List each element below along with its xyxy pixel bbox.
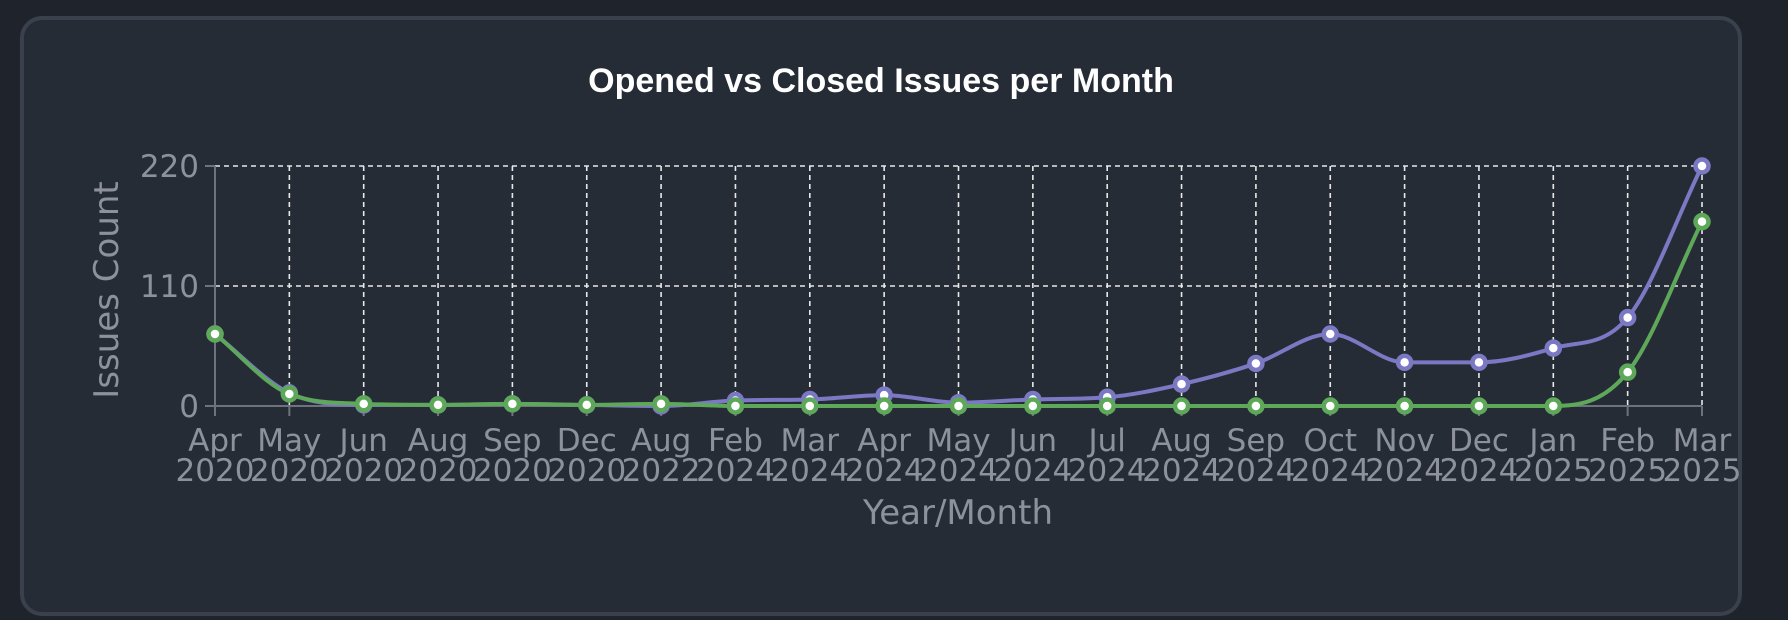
series-2-point bbox=[280, 385, 299, 403]
series-2-point bbox=[875, 397, 893, 415]
series-2-point bbox=[1024, 397, 1042, 415]
x-tick-label: Aug 2020 bbox=[399, 423, 478, 489]
x-tick-label: Mar 2024 bbox=[770, 423, 849, 489]
x-tick-label: Apr 2020 bbox=[176, 423, 255, 489]
x-tick-label: Feb 2025 bbox=[1588, 423, 1667, 489]
series-2-point bbox=[206, 325, 224, 343]
series-2-point bbox=[801, 397, 819, 415]
grid-lines bbox=[215, 165, 1703, 406]
x-tick-label: May 2020 bbox=[250, 423, 329, 489]
series-points bbox=[206, 157, 1711, 415]
series-2-point bbox=[578, 396, 596, 414]
series-2-point bbox=[949, 397, 968, 415]
x-tick-label: Aug 2022 bbox=[622, 423, 701, 489]
x-tick-label: Dec 2024 bbox=[1439, 423, 1518, 489]
x-axis-title: Year/Month bbox=[862, 493, 1053, 533]
chart-card: Opened vs Closed Issues per Month bbox=[20, 16, 1742, 616]
series-1-point bbox=[1247, 354, 1265, 373]
series-2-point bbox=[652, 395, 670, 413]
series-2-point bbox=[1247, 397, 1265, 415]
y-axis-title: Issues Count bbox=[87, 181, 127, 398]
chart-title: Opened vs Closed Issues per Month bbox=[588, 62, 1174, 100]
series-2-point bbox=[1321, 397, 1339, 415]
x-tick-label: Dec 2020 bbox=[547, 423, 626, 489]
y-tick-label: 220 bbox=[140, 149, 199, 185]
x-tick-label: Aug 2024 bbox=[1142, 423, 1221, 489]
series-2-point bbox=[1098, 397, 1116, 415]
series-2-point bbox=[429, 396, 447, 414]
series-2-point bbox=[1693, 212, 1711, 231]
x-tick-label: Feb 2024 bbox=[696, 423, 775, 489]
series-1-point bbox=[1618, 308, 1637, 327]
series-2-point bbox=[726, 397, 745, 415]
x-tick-label: Mar 2025 bbox=[1663, 423, 1742, 489]
x-tick-label: Sep 2024 bbox=[1216, 423, 1295, 489]
series-1-point bbox=[1172, 375, 1191, 393]
series-1-point bbox=[1693, 157, 1711, 175]
x-tick-label: Apr 2024 bbox=[845, 423, 924, 489]
series-2-point bbox=[1172, 397, 1191, 415]
axes bbox=[205, 165, 1703, 416]
x-tick-label: Oct 2024 bbox=[1291, 423, 1370, 489]
x-tick-label: Nov 2024 bbox=[1365, 423, 1444, 489]
x-tick-label: May 2024 bbox=[919, 423, 998, 489]
series-2-point bbox=[1470, 397, 1488, 415]
series-2-point bbox=[1395, 397, 1414, 415]
series-1-point bbox=[1321, 325, 1339, 343]
series-2-point bbox=[503, 395, 522, 413]
series-2-point bbox=[1544, 397, 1563, 415]
series-2-point bbox=[1618, 363, 1637, 381]
y-tick-label: 0 bbox=[179, 389, 199, 425]
x-tick-label: Sep 2020 bbox=[473, 423, 552, 489]
y-tick-label: 110 bbox=[140, 269, 199, 305]
series-2-point bbox=[354, 395, 373, 413]
series-1-point bbox=[1395, 353, 1414, 372]
x-tick-label: Jun 2024 bbox=[993, 423, 1072, 489]
x-tick-label: Jul 2024 bbox=[1068, 423, 1147, 489]
series-1-point bbox=[1544, 339, 1563, 357]
x-tick-label: Jan 2025 bbox=[1514, 423, 1593, 489]
series-1-point bbox=[1470, 353, 1488, 372]
x-tick-label: Jun 2020 bbox=[324, 423, 403, 489]
